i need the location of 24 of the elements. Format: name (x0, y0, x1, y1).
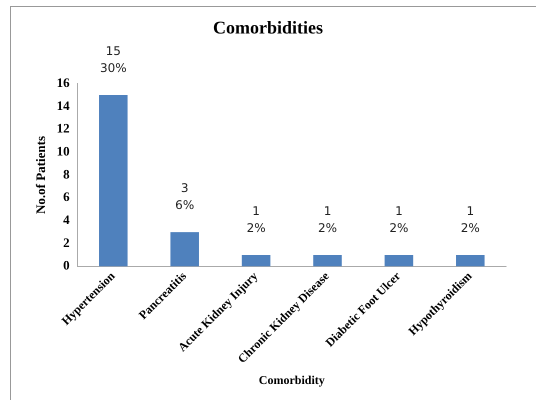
y-tick-label: 6 (63, 189, 70, 204)
bar (384, 254, 414, 266)
data-label: 3 6% (175, 181, 194, 212)
data-label: 1 2% (246, 204, 266, 236)
y-tick-label: 10 (56, 143, 70, 158)
bar (99, 95, 128, 266)
bar (456, 254, 485, 266)
y-axis-title: No.of Patients (33, 136, 48, 214)
y-tick-label: 14 (56, 98, 70, 113)
data-label: 15 30% (100, 44, 127, 76)
y-tick-label: 0 (63, 258, 70, 273)
y-tick-label: 2 (63, 234, 70, 250)
y-tick-label: 16 (56, 74, 70, 90)
chart-title: Comorbidities (213, 17, 323, 38)
y-tick-label: 12 (56, 120, 70, 136)
y-tick-label: 4 (63, 212, 70, 228)
y-tick-label: 8 (63, 166, 70, 182)
data-label: 1 2% (460, 204, 480, 236)
bar (170, 232, 199, 266)
data-label: 1 2% (389, 204, 408, 236)
bar (313, 254, 342, 266)
data-label: 1 2% (318, 204, 338, 236)
x-axis-title: Comorbidity (258, 372, 325, 387)
bar (242, 254, 270, 266)
